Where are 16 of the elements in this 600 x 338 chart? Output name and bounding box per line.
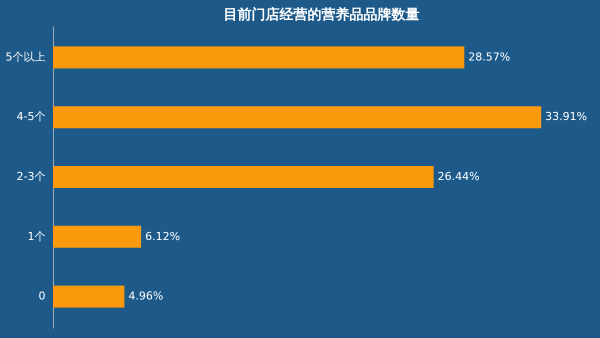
bar: [53, 106, 542, 128]
data-label: 6.12%: [145, 230, 180, 243]
data-label: 33.91%: [545, 110, 588, 124]
bar: [53, 286, 124, 308]
data-label: 4.96%: [128, 290, 164, 303]
y-tick-label: 1个: [28, 230, 46, 243]
bar: [53, 166, 434, 188]
data-label: 26.44%: [438, 170, 480, 183]
y-tick-label: 0: [38, 290, 46, 303]
y-tick-label: 5个以上: [6, 50, 46, 64]
bar: [53, 226, 142, 248]
y-tick-label: 4-5个: [16, 110, 46, 124]
bar: [53, 46, 464, 68]
data-label: 28.57%: [468, 50, 510, 64]
y-tick-label: 2-3个: [16, 170, 46, 183]
chart-title: 目前门店经营的营养品品牌数量: [224, 6, 420, 23]
